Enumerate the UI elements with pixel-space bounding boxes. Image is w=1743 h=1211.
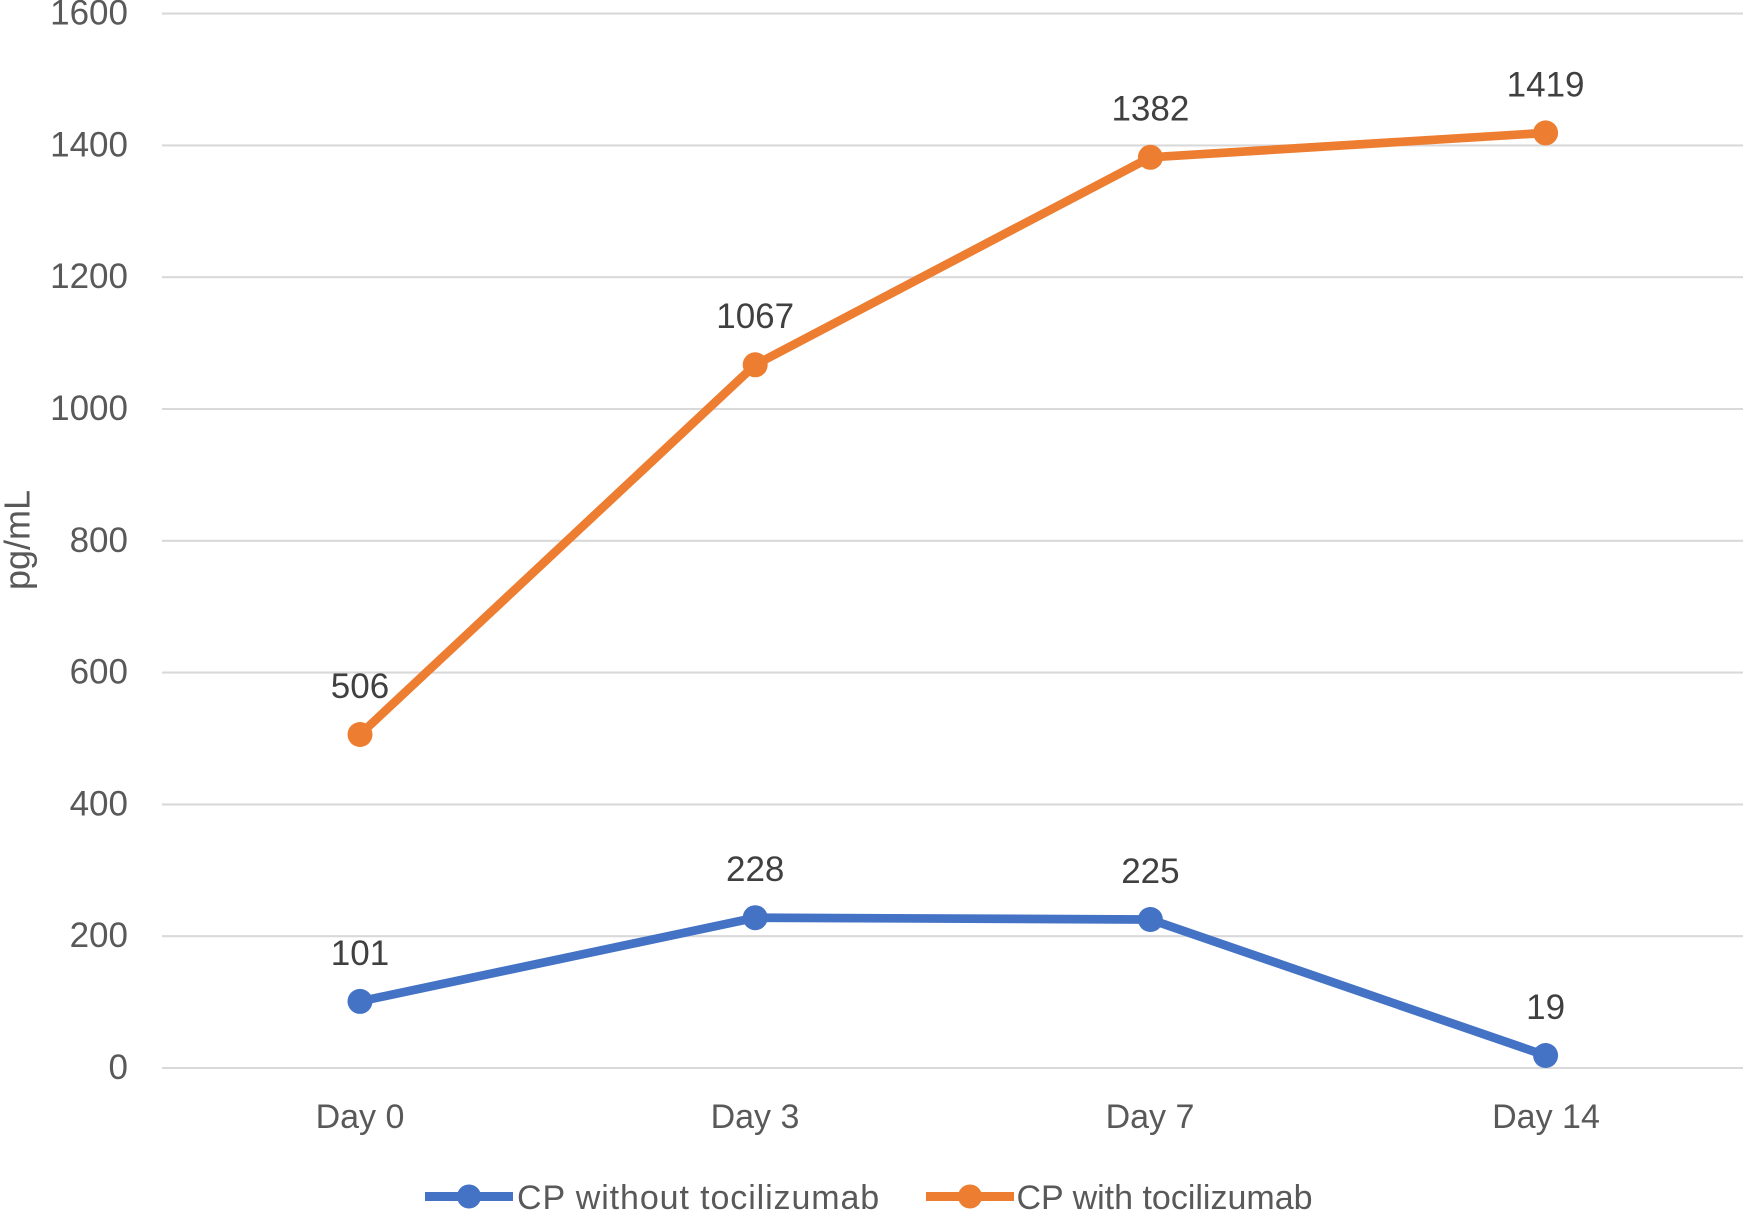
svg-text:1067: 1067: [716, 297, 794, 336]
svg-text:1600: 1600: [50, 0, 128, 33]
svg-text:CP with tocilizumab: CP with tocilizumab: [1017, 1179, 1313, 1211]
svg-text:506: 506: [331, 667, 389, 706]
svg-text:1000: 1000: [50, 389, 128, 428]
svg-text:Day 3: Day 3: [711, 1098, 800, 1136]
svg-text:228: 228: [726, 850, 784, 889]
svg-text:225: 225: [1121, 852, 1179, 891]
svg-text:200: 200: [70, 916, 128, 955]
svg-text:600: 600: [70, 653, 128, 692]
svg-text:CP without tocilizumab: CP without tocilizumab: [517, 1179, 880, 1211]
svg-text:Day 7: Day 7: [1106, 1098, 1195, 1136]
svg-text:1382: 1382: [1111, 90, 1189, 129]
svg-text:Day 14: Day 14: [1492, 1098, 1600, 1136]
svg-text:400: 400: [70, 784, 128, 823]
svg-text:1400: 1400: [50, 125, 128, 164]
svg-text:0: 0: [109, 1048, 128, 1087]
svg-text:1200: 1200: [50, 257, 128, 296]
svg-text:pg/mL: pg/mL: [0, 490, 38, 590]
svg-text:800: 800: [70, 521, 128, 560]
svg-text:1419: 1419: [1507, 65, 1585, 104]
svg-text:19: 19: [1526, 988, 1565, 1027]
svg-text:Day 0: Day 0: [316, 1098, 405, 1136]
svg-text:101: 101: [331, 934, 389, 973]
